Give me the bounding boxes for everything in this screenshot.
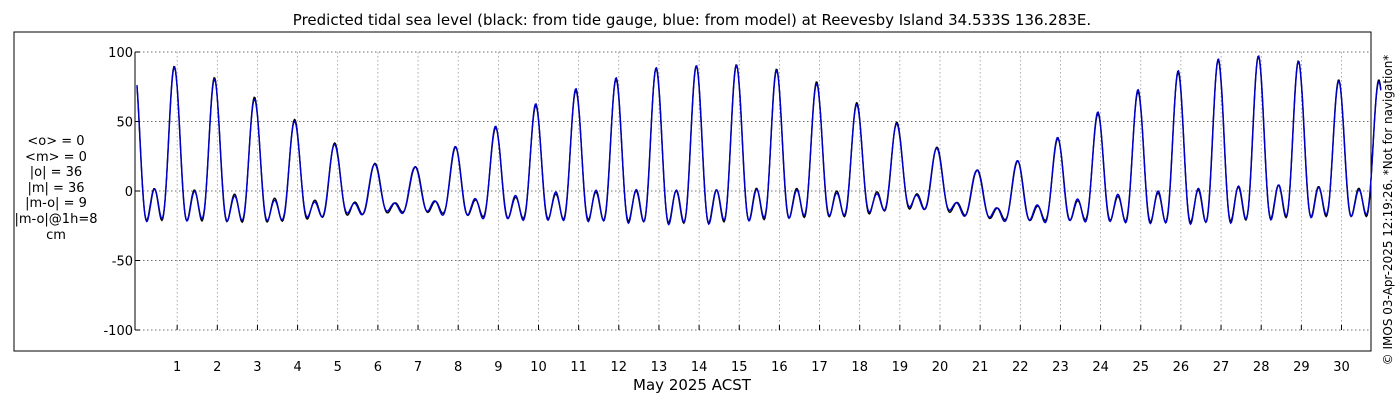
x-tick-label: 27 bbox=[1213, 360, 1230, 375]
y-tick-label: -50 bbox=[112, 255, 133, 270]
stat-abs-diff: |m-o| = 9 bbox=[25, 196, 87, 212]
x-tick-label: 6 bbox=[374, 360, 382, 375]
x-tick-label: 14 bbox=[691, 360, 708, 375]
series bbox=[136, 54, 1382, 226]
x-tick-label: 9 bbox=[494, 360, 502, 375]
chart-title: Predicted tidal sea level (black: from t… bbox=[293, 11, 1091, 29]
stat-abs-obs: |o| = 36 bbox=[29, 165, 83, 181]
x-tick-label: 4 bbox=[293, 360, 301, 375]
stat-mean-model: <m> = 0 bbox=[25, 149, 87, 165]
y-axis: -100 -50 0 50 100 bbox=[103, 46, 140, 339]
y-tick-label: -100 bbox=[103, 324, 133, 339]
x-tick-label: 29 bbox=[1293, 360, 1310, 375]
x-tick-label: 25 bbox=[1132, 360, 1149, 375]
x-tick-label: 5 bbox=[334, 360, 342, 375]
y-tick-label: 50 bbox=[116, 116, 133, 131]
grid bbox=[135, 51, 1371, 331]
stats-panel: <o> = 0 <m> = 0 |o| = 36 |m| = 36 |m-o| … bbox=[8, 134, 104, 243]
x-tick-label: 3 bbox=[253, 360, 261, 375]
series-line-model bbox=[136, 54, 1382, 226]
x-tick-label: 12 bbox=[611, 360, 628, 375]
x-tick-label: 20 bbox=[932, 360, 949, 375]
stat-abs-diff-1h: |m-o|@1h=8 bbox=[14, 211, 98, 227]
x-tick-label: 28 bbox=[1253, 360, 1270, 375]
x-axis: 1 2 3 4 5 6 7 8 9 10 11 12 13 14 15 16 17 18 19 20 21 22 23 24 2… bbox=[173, 325, 1350, 375]
x-tick-label: 30 bbox=[1333, 360, 1350, 375]
x-tick-label: 22 bbox=[1012, 360, 1029, 375]
x-tick-label: 8 bbox=[454, 360, 462, 375]
x-tick-label: 16 bbox=[771, 360, 788, 375]
x-tick-label: 19 bbox=[892, 360, 909, 375]
x-tick-label: 10 bbox=[530, 360, 547, 375]
x-tick-label: 2 bbox=[213, 360, 221, 375]
x-tick-label: 26 bbox=[1173, 360, 1190, 375]
x-tick-label: 23 bbox=[1052, 360, 1069, 375]
x-tick-label: 13 bbox=[651, 360, 668, 375]
x-tick-label: 1 bbox=[173, 360, 181, 375]
outer-frame bbox=[13, 31, 1372, 352]
stat-mean-obs: <o> = 0 bbox=[27, 134, 85, 149]
x-tick-label: 21 bbox=[972, 360, 989, 375]
x-tick-label: 11 bbox=[570, 360, 587, 375]
stat-unit: cm bbox=[46, 227, 66, 243]
y-tick-label: 100 bbox=[108, 46, 133, 61]
x-tick-label: 7 bbox=[414, 360, 422, 375]
y-tick-label: 0 bbox=[125, 185, 133, 200]
credit-text: © IMOS 03-Apr-2025 12:19:26. *Not for na… bbox=[1381, 55, 1395, 366]
x-axis-label: May 2025 ACST bbox=[633, 376, 752, 394]
stat-abs-model: |m| = 36 bbox=[27, 180, 85, 196]
x-tick-label: 18 bbox=[851, 360, 868, 375]
x-tick-label: 17 bbox=[811, 360, 828, 375]
x-tick-label: 15 bbox=[731, 360, 748, 375]
x-tick-label: 24 bbox=[1092, 360, 1109, 375]
